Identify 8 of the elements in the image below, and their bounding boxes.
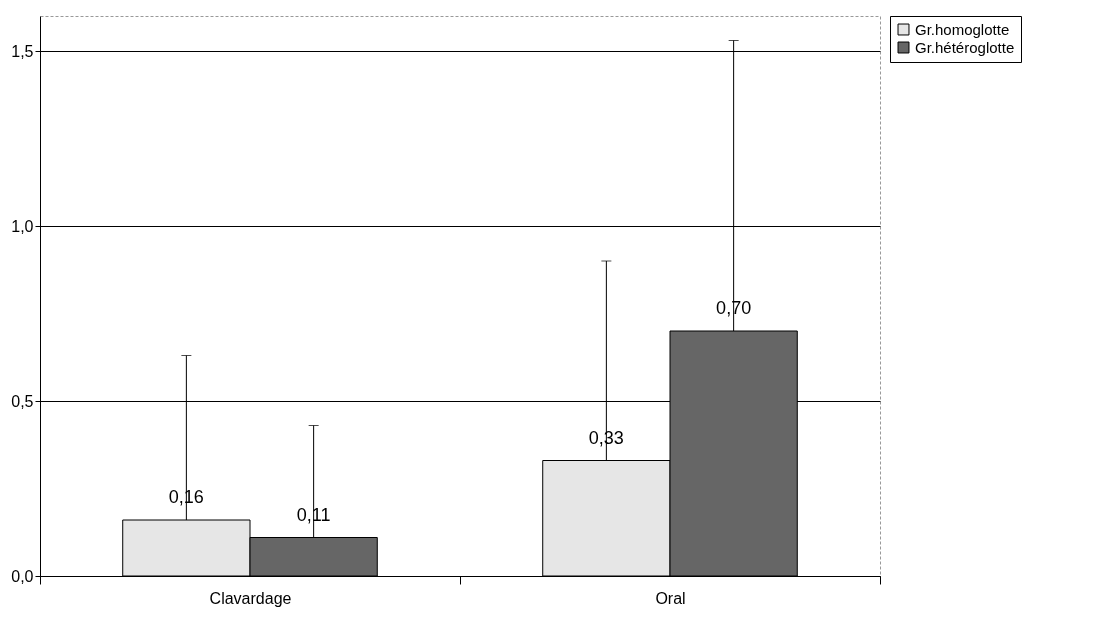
y-tick-label: 0,0 [11,567,34,585]
legend-label: Gr.homoglotte [915,20,1010,38]
legend-label: Gr.hétéroglotte [915,38,1015,56]
y-tick-label: 1,0 [11,217,34,235]
y-tick-label: 0,5 [11,392,34,410]
y-tick-label: 1,5 [11,42,34,60]
x-tick-label: Clavardage [209,589,292,607]
x-tick-label: Oral [655,589,686,607]
